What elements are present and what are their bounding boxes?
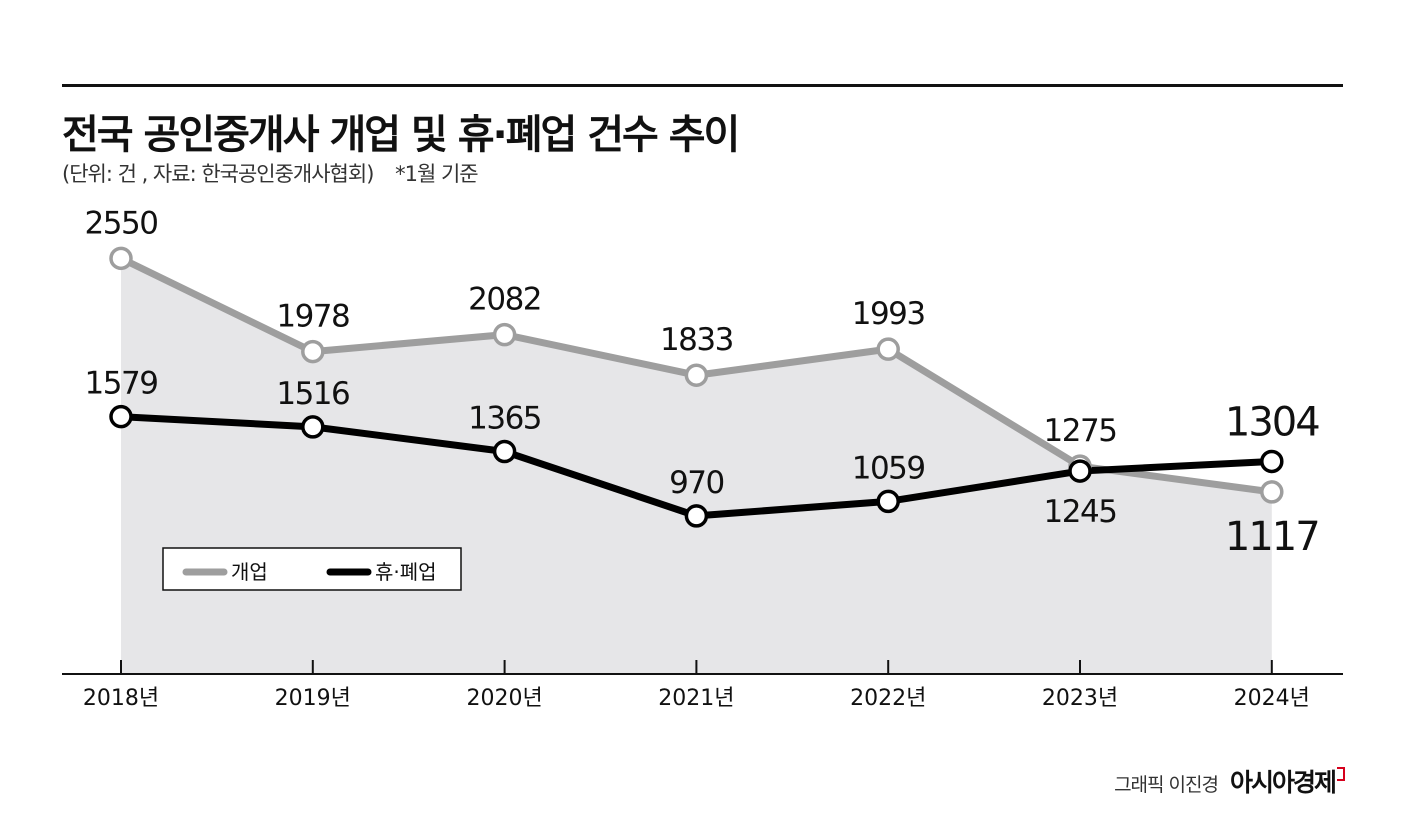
- x-tick-label: 2024년: [1234, 686, 1310, 711]
- data-point-closed: [1260, 449, 1284, 474]
- publisher-name: 아시아경제: [1229, 768, 1337, 797]
- publisher-logo: 아시아경제: [1230, 763, 1345, 799]
- data-label-open: 1275: [1044, 413, 1117, 449]
- data-point-open: [684, 363, 709, 387]
- data-label-open: 1993: [852, 296, 925, 332]
- data-label-closed: 1365: [468, 401, 541, 437]
- data-point-closed: [492, 439, 517, 464]
- top-rule: [62, 84, 1343, 87]
- legend: 개업 휴·폐업: [162, 547, 462, 591]
- data-point-closed: [684, 504, 709, 528]
- data-label-closed: 970: [669, 465, 724, 501]
- x-tick-label: 2023년: [1042, 686, 1118, 711]
- chart-subtitle: (단위: 건 , 자료: 한국공인중개사협회) *1월 기준: [62, 158, 479, 188]
- x-tick-label: 2022년: [850, 686, 926, 711]
- x-tick-label: 2021년: [658, 686, 734, 711]
- data-point-open: [109, 246, 133, 271]
- graphic-credit: 그래픽 이진경: [1114, 774, 1219, 796]
- data-point-closed: [876, 489, 900, 514]
- data-label-closed: 1059: [852, 450, 925, 486]
- data-point-closed: [1068, 459, 1092, 483]
- data-label-open: 1833: [660, 322, 733, 358]
- data-point-open: [1260, 480, 1284, 504]
- chart-title: 전국 공인중개사 개업 및 휴·폐업 건수 추이: [62, 112, 740, 158]
- data-label-closed: 1516: [276, 376, 349, 412]
- data-label-open: 1117: [1225, 514, 1319, 560]
- data-point-open: [492, 322, 517, 347]
- data-point-closed: [109, 404, 133, 429]
- logo-mark-icon: [1337, 767, 1345, 781]
- data-point-open: [301, 339, 325, 364]
- data-labels: 2550 1978 2082 1833 1993 1275 1117 1579 1516 1365…: [85, 205, 1322, 560]
- x-tick-label: 2020년: [466, 686, 542, 711]
- x-tick-label: 2018년: [83, 686, 159, 711]
- basis-note: *1월 기준: [395, 162, 478, 186]
- data-label-open: 1978: [276, 299, 349, 335]
- data-label-open: 2550: [85, 205, 158, 241]
- unit-source-text: (단위: 건 , 자료: 한국공인중개사협회): [62, 162, 374, 186]
- legend-box: [162, 547, 462, 591]
- data-label-closed: 1304: [1225, 399, 1319, 445]
- data-point-closed: [301, 415, 325, 439]
- data-label-closed: 1579: [85, 366, 158, 402]
- series-points: [109, 246, 1284, 528]
- x-axis: 2018년 2019년 2020년 2021년 2022년 2023년 2024년: [62, 660, 1343, 711]
- credit: 그래픽 이진경 아시아경제: [1114, 763, 1345, 799]
- data-point-open: [876, 337, 900, 361]
- legend-label-open: 개업: [231, 560, 268, 584]
- legend-label-closed: 휴·폐업: [375, 560, 437, 584]
- data-label-closed: 1245: [1044, 494, 1117, 530]
- data-label-open: 2082: [468, 282, 541, 318]
- x-tick-label: 2019년: [275, 686, 351, 711]
